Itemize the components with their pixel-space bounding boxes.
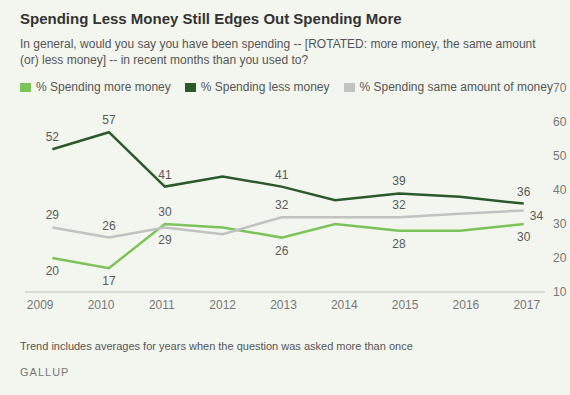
svg-text:2014: 2014 [331, 298, 358, 312]
svg-text:29: 29 [158, 233, 172, 247]
svg-text:50: 50 [553, 149, 562, 163]
svg-text:34: 34 [530, 209, 544, 223]
svg-text:26: 26 [275, 244, 289, 258]
svg-text:30: 30 [158, 205, 172, 219]
svg-text:2010: 2010 [88, 298, 115, 312]
svg-text:52: 52 [46, 130, 60, 144]
svg-text:2009: 2009 [27, 298, 54, 312]
html-text:% Spending same amount of mone: % Spending same amount of money [359, 80, 553, 94]
svg-text:40: 40 [553, 183, 562, 197]
svg-text:2015: 2015 [392, 298, 419, 312]
svg-text:57: 57 [102, 113, 116, 127]
html-text:% Spending more money: % Spending more money [36, 80, 171, 94]
html-text:In general, would you say you: In general, would you say you have been … [20, 37, 536, 67]
svg-text:2017: 2017 [513, 298, 540, 312]
svg-text:28: 28 [392, 237, 406, 251]
svg-text:39: 39 [392, 174, 406, 188]
svg-text:32: 32 [275, 198, 289, 212]
html-text:% Spending less money: % Spending less money [200, 80, 330, 94]
svg-text:2013: 2013 [270, 298, 297, 312]
svg-text:20: 20 [46, 264, 60, 278]
svg-text:29: 29 [46, 208, 60, 222]
svg-text:2016: 2016 [453, 298, 480, 312]
html-text:Trend includes averages for ye: Trend includes averages for years when t… [20, 340, 413, 352]
svg-text:10: 10 [553, 285, 562, 299]
svg-text:30: 30 [553, 217, 562, 231]
svg-text:2012: 2012 [209, 298, 236, 312]
svg-text:26: 26 [102, 219, 116, 233]
svg-text:2011: 2011 [149, 298, 175, 312]
svg-text:70: 70 [553, 81, 562, 95]
svg-text:36: 36 [517, 185, 531, 199]
svg-text:41: 41 [158, 168, 172, 182]
html-text:Spending Less Money Still Edge: Spending Less Money Still Edges Out Spen… [20, 10, 402, 27]
html-text:GALLUP: GALLUP [20, 366, 70, 378]
svg-text:60: 60 [553, 115, 562, 129]
svg-text:30: 30 [517, 230, 531, 244]
svg-text:17: 17 [102, 274, 116, 288]
svg-text:41: 41 [275, 168, 289, 182]
svg-text:32: 32 [392, 198, 406, 212]
svg-text:20: 20 [553, 251, 562, 265]
